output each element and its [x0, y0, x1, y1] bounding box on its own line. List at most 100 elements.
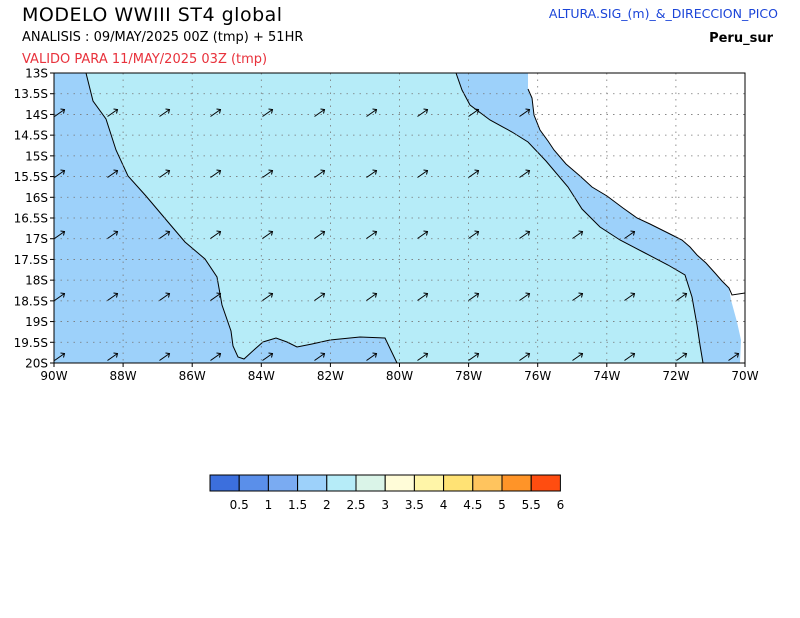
direction-arrow [210, 352, 222, 361]
lat-label: 19S [25, 315, 48, 329]
direction-arrow [107, 169, 119, 178]
direction-arrow [468, 292, 480, 301]
lon-label: 72W [662, 369, 689, 383]
valid-time: VALIDO PARA 11/MAY/2025 03Z (tmp) [22, 52, 268, 67]
direction-arrow [314, 169, 326, 178]
lat-label: 15.5S [14, 170, 48, 184]
direction-arrow [262, 292, 274, 301]
wave-contour-line [85, 72, 398, 364]
direction-arrow [210, 230, 222, 239]
region-name: Peru_sur [709, 31, 773, 46]
colorbar-swatch [530, 474, 561, 492]
colorbar-swatch [501, 474, 532, 492]
direction-arrow [210, 169, 222, 178]
direction-arrow [624, 292, 636, 301]
direction-arrow [519, 169, 531, 178]
colorbar-swatch [384, 474, 415, 492]
lat-label: 14.5S [14, 129, 48, 143]
direction-arrow [314, 292, 326, 301]
colorbar-swatch [472, 474, 503, 492]
direction-arrow [468, 108, 480, 117]
colorbar-label: 5.5 [522, 498, 541, 512]
colorbar-label: 0.5 [230, 498, 249, 512]
lon-label: 76W [524, 369, 551, 383]
direction-arrow [314, 108, 326, 117]
direction-arrow [54, 292, 66, 301]
lat-label: 13S [25, 67, 48, 81]
lat-label: 19.5S [14, 336, 48, 350]
direction-arrow [366, 292, 378, 301]
lat-label: 17S [25, 232, 48, 246]
colorbar-label: 1.5 [288, 498, 307, 512]
lat-label: 20S [25, 357, 48, 371]
colorbar-label: 5 [498, 498, 506, 512]
longitude-labels: 90W 88W 86W 84W 82W 80W 78W 76W 74W 72W 70W [40, 363, 759, 383]
lat-label: 16S [25, 191, 48, 205]
direction-arrow [54, 108, 66, 117]
direction-arrow [468, 352, 480, 361]
direction-arrow [676, 292, 688, 301]
colorbar-label: 4 [440, 498, 448, 512]
direction-arrow [417, 352, 429, 361]
direction-arrow [159, 352, 171, 361]
direction-arrow [572, 352, 584, 361]
colorbar-swatch [267, 474, 299, 492]
direction-arrow [262, 169, 274, 178]
wave-contour-line [455, 72, 704, 364]
lon-label: 86W [179, 369, 206, 383]
lat-label: 17.5S [14, 253, 48, 267]
colorbar-swatch [209, 474, 240, 492]
direction-arrow [210, 292, 222, 301]
lon-label: 82W [317, 369, 344, 383]
direction-arrow [54, 169, 66, 178]
direction-arrow [624, 230, 636, 239]
colorbar-swatch [443, 474, 474, 492]
colorbar-label: 6 [557, 498, 565, 512]
direction-arrow [366, 352, 378, 361]
direction-arrow [468, 230, 480, 239]
direction-arrow [366, 169, 378, 178]
direction-arrow [624, 352, 636, 361]
colorbar-label: 1 [265, 498, 273, 512]
colorbar-label: 3 [381, 498, 389, 512]
lon-label: 70W [731, 369, 758, 383]
colorbar-swatch [326, 474, 357, 492]
direction-arrow [417, 230, 429, 239]
colorbar-swatch [355, 474, 386, 492]
colorbar-label: 2 [323, 498, 331, 512]
colorbar-label: 4.5 [463, 498, 482, 512]
lon-label: 84W [248, 369, 275, 383]
direction-arrow [572, 292, 584, 301]
lon-label: 78W [455, 369, 482, 383]
direction-arrow [159, 292, 171, 301]
analysis-time: ANALISIS : 09/MAY/2025 00Z (tmp) + 51HR [22, 30, 304, 45]
central-field [86, 73, 703, 363]
colorbar-swatch [297, 474, 328, 492]
direction-arrow [519, 352, 531, 361]
direction-arrow [210, 108, 222, 117]
colorbar-label: 2.5 [346, 498, 365, 512]
direction-arrow [314, 230, 326, 239]
direction-arrow [519, 292, 531, 301]
direction-arrow [468, 169, 480, 178]
direction-arrow [572, 230, 584, 239]
direction-arrow [366, 230, 378, 239]
lon-label: 80W [386, 369, 413, 383]
direction-arrow [262, 352, 274, 361]
direction-arrow [54, 352, 66, 361]
grid-lines [54, 73, 745, 363]
lat-label: 13.5S [14, 87, 48, 101]
map-panel: 13S 13.5S 14S 14.5S 15S 15.5S 16S 16.5S 17S 17.5S… [14, 67, 759, 384]
lon-label: 90W [40, 369, 67, 383]
model-title: MODELO WWIII ST4 global [22, 4, 283, 26]
lat-label: 14S [25, 108, 48, 122]
direction-arrow [107, 292, 119, 301]
direction-arrow [417, 108, 429, 117]
direction-arrow [417, 292, 429, 301]
direction-arrow [107, 352, 119, 361]
direction-arrow [159, 108, 171, 117]
direction-arrow [314, 352, 326, 361]
lon-label: 74W [593, 369, 620, 383]
direction-arrow [159, 169, 171, 178]
